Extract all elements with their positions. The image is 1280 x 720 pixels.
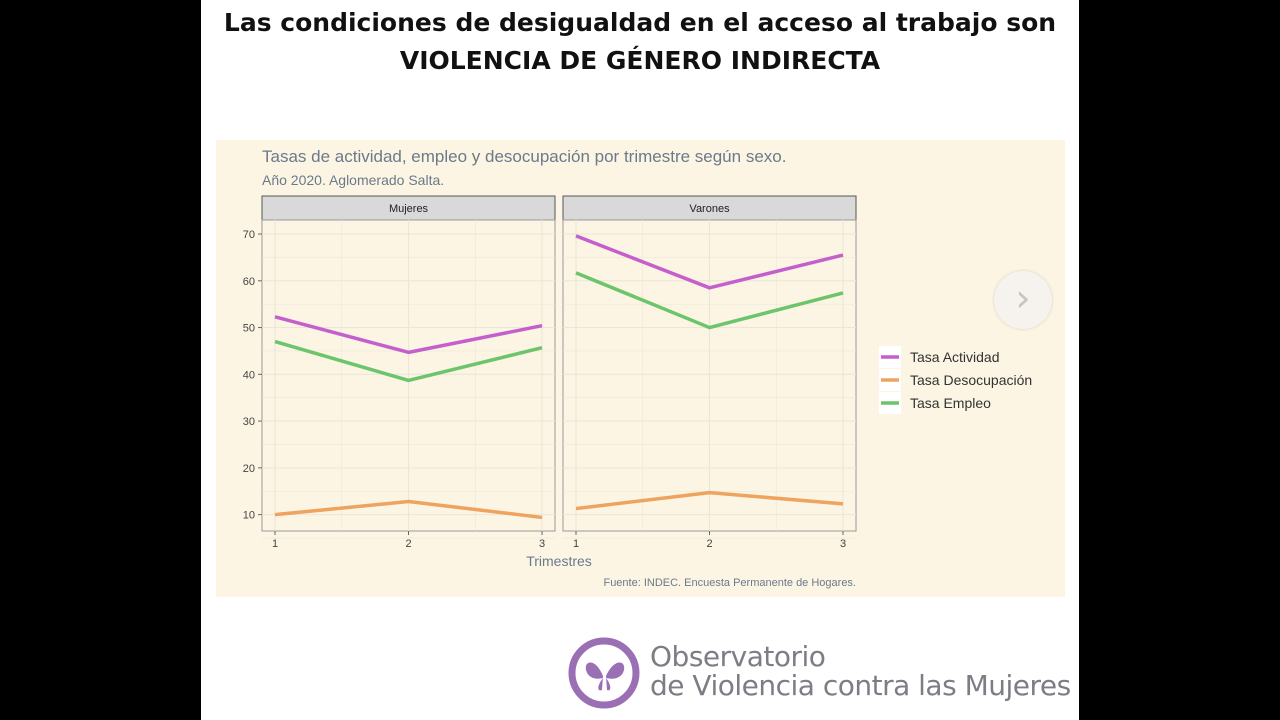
legend-label: Tasa Empleo bbox=[910, 395, 991, 411]
y-tick-label: 30 bbox=[243, 416, 255, 428]
y-tick-label: 20 bbox=[243, 463, 255, 475]
y-tick-label: 70 bbox=[243, 229, 255, 241]
y-tick-label: 50 bbox=[243, 323, 255, 335]
logo-text-line-1: Observatorio bbox=[650, 640, 826, 673]
chevron-right-icon: › bbox=[1015, 276, 1031, 320]
headline-line-1: Las condiciones de desigualdad en el acc… bbox=[223, 8, 1057, 37]
next-slide-button[interactable]: › bbox=[994, 271, 1052, 329]
legend-label: Tasa Desocupación bbox=[910, 372, 1032, 388]
y-tick-label: 60 bbox=[243, 276, 255, 288]
x-tick-label: 3 bbox=[539, 538, 545, 550]
logo-text-line-2: de Violencia contra las Mujeres bbox=[650, 669, 1071, 702]
facet-label: Varones bbox=[689, 203, 730, 215]
headline-line-2: VIOLENCIA DE GÉNERO INDIRECTA bbox=[399, 46, 881, 75]
facet-strip-mujeres bbox=[261, 195, 556, 221]
legend-label: Tasa Actividad bbox=[910, 349, 1000, 365]
chart-title: Tasas de actividad, empleo y desocupació… bbox=[262, 147, 786, 166]
x-tick-label: 2 bbox=[706, 538, 712, 550]
x-tick-label: 2 bbox=[405, 538, 411, 550]
y-tick-label: 40 bbox=[243, 369, 255, 381]
x-axis-label: Trimestres bbox=[526, 553, 592, 569]
chart-panel: Tasas de actividad, empleo y desocupació… bbox=[216, 140, 1065, 597]
facet-label: Mujeres bbox=[389, 203, 429, 215]
x-tick-label: 1 bbox=[272, 538, 278, 550]
line-chart: Tasas de actividad, empleo y desocupació… bbox=[243, 147, 1032, 589]
facet-strip-varones bbox=[562, 195, 857, 221]
y-tick-label: 10 bbox=[243, 510, 255, 522]
x-tick-label: 3 bbox=[840, 538, 846, 550]
chart-caption: Fuente: INDEC. Encuesta Permanente de Ho… bbox=[603, 577, 856, 589]
x-tick-label: 1 bbox=[573, 538, 579, 550]
chart-subtitle: Año 2020. Aglomerado Salta. bbox=[262, 172, 444, 188]
observatorio-logo-icon bbox=[568, 637, 640, 709]
